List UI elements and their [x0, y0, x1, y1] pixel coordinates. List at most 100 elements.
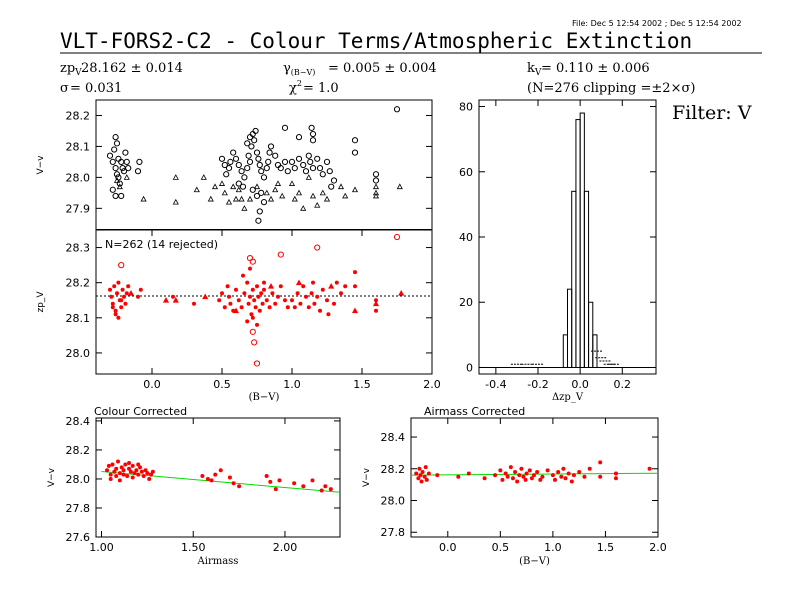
data-point	[251, 339, 258, 346]
data-point	[559, 474, 564, 479]
data-point	[121, 468, 126, 473]
data-point	[115, 291, 119, 296]
data-point	[323, 195, 331, 202]
data-point	[420, 469, 425, 474]
data-point	[372, 189, 380, 196]
data-point	[130, 463, 135, 468]
3-xtick-label: 1.50	[181, 541, 206, 554]
data-point	[112, 469, 117, 474]
data-point	[582, 474, 587, 479]
data-point	[263, 189, 270, 196]
data-point	[265, 158, 272, 166]
data-point	[279, 192, 286, 199]
data-point	[147, 476, 152, 481]
1-xtick-label: 0.5	[213, 378, 231, 391]
data-point	[295, 155, 303, 162]
y-axis-label: V−v	[362, 467, 372, 487]
data-point	[118, 192, 125, 200]
data-point	[149, 472, 154, 477]
zp-colour-frame	[95, 229, 433, 375]
data-point	[535, 469, 540, 474]
data-point	[256, 161, 263, 169]
histogram-bar	[562, 334, 568, 368]
data-point	[114, 474, 119, 479]
sigma-value: = 0.031	[70, 81, 122, 96]
data-point	[124, 291, 129, 296]
colour-corrected-frame	[95, 417, 341, 538]
data-point	[332, 301, 336, 306]
data-point	[255, 322, 259, 327]
data-point	[136, 158, 143, 166]
data-point	[263, 164, 270, 172]
data-point	[141, 474, 146, 479]
data-point	[246, 254, 254, 262]
data-point	[393, 233, 401, 241]
2-xtick-label: -0.2	[527, 378, 548, 391]
2-ytick-label: 40	[459, 231, 473, 244]
data-point	[424, 477, 429, 482]
data-point	[244, 164, 251, 172]
fit-line	[101, 471, 341, 493]
data-point	[119, 305, 124, 310]
3-ytick-label: 28.4	[66, 415, 91, 428]
data-point	[244, 140, 251, 147]
data-point	[192, 301, 196, 306]
data-point	[274, 180, 282, 186]
data-point	[301, 484, 306, 489]
2-xtick-label: -0.4	[485, 378, 506, 391]
3-ytick-label: 28.2	[66, 444, 91, 457]
data-point	[234, 287, 238, 292]
data-point	[221, 189, 228, 196]
data-point	[426, 471, 431, 476]
data-point	[372, 177, 380, 184]
data-point	[307, 158, 314, 166]
data-point	[230, 149, 237, 156]
data-point	[116, 180, 123, 187]
data-point	[309, 291, 314, 296]
data-point	[308, 124, 315, 131]
data-point	[309, 164, 317, 172]
4-xtick-label: 1.5	[597, 541, 615, 554]
data-point	[253, 149, 261, 156]
data-point	[127, 466, 132, 471]
data-point	[561, 466, 566, 471]
data-point	[281, 124, 289, 131]
rejected-note: N=262 (14 rejected)	[105, 238, 218, 251]
data-point	[302, 168, 310, 175]
data-point	[267, 305, 272, 310]
data-point	[305, 174, 312, 180]
1-ytick-label: 28.2	[66, 277, 91, 290]
data-point	[246, 158, 254, 166]
data-point	[136, 294, 140, 299]
data-point	[319, 189, 326, 196]
data-point	[225, 284, 230, 289]
data-point	[250, 287, 255, 292]
data-point	[498, 468, 503, 473]
data-point	[353, 270, 357, 275]
data-point	[207, 195, 214, 202]
data-point	[236, 298, 241, 303]
data-point	[230, 183, 237, 190]
data-point	[529, 476, 534, 481]
data-point	[227, 158, 234, 166]
data-point	[598, 474, 603, 479]
0-ytick-label: 28.1	[66, 140, 91, 153]
data-point	[248, 143, 255, 150]
data-point	[343, 284, 348, 289]
data-point	[255, 284, 259, 289]
4-xtick-label: 2.0	[649, 541, 667, 554]
data-point	[218, 468, 223, 473]
data-point	[482, 476, 487, 481]
data-point	[232, 307, 240, 314]
data-point	[414, 471, 419, 476]
data-point	[119, 298, 124, 303]
2-xtick-label: 0.0	[571, 378, 589, 391]
data-point	[217, 298, 222, 303]
data-point	[235, 186, 242, 193]
data-point	[172, 297, 179, 303]
v-minus-v-colour-frame	[95, 99, 433, 231]
data-point	[314, 202, 321, 208]
data-point	[136, 462, 141, 467]
data-point	[325, 298, 329, 303]
data-point	[120, 287, 125, 292]
